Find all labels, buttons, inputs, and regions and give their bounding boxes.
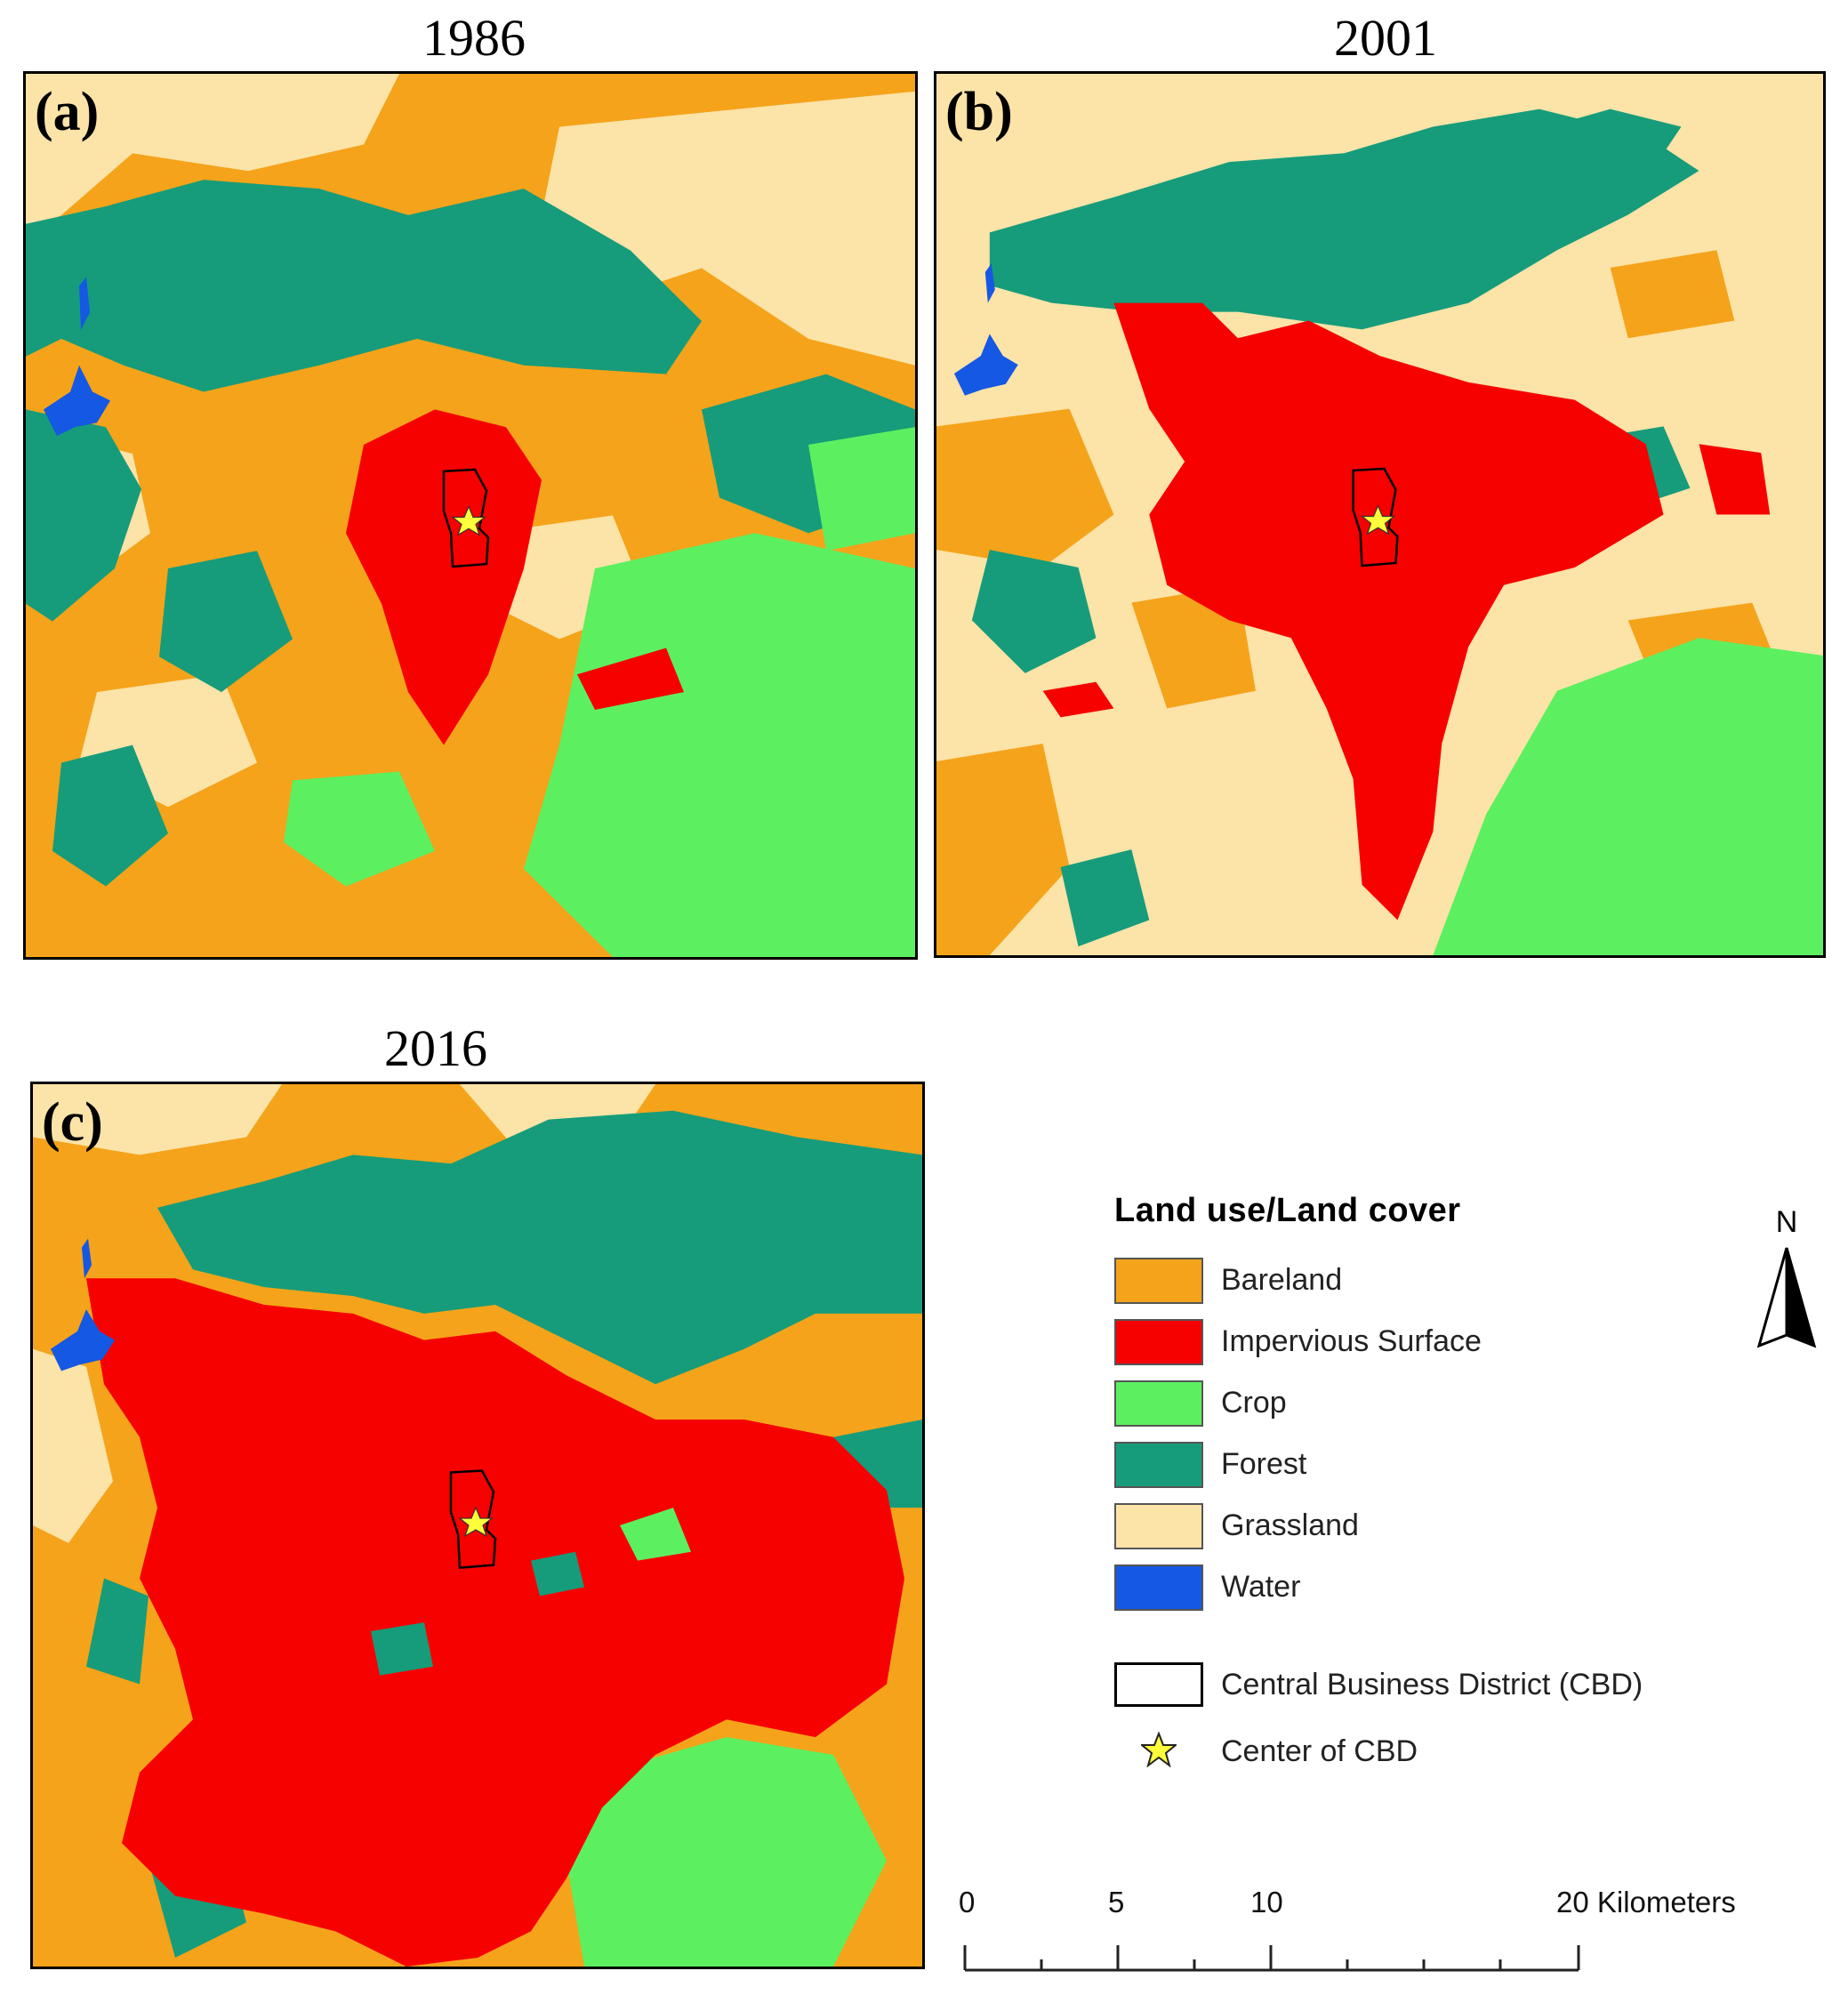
legend-label-bareland: Bareland <box>1221 1263 1343 1297</box>
panel-label-c: (c) <box>42 1092 103 1153</box>
legend-swatch-impervious-surface <box>1114 1318 1203 1365</box>
legend-swatch-crop <box>1114 1380 1203 1427</box>
north-arrow: N <box>1756 1205 1830 1356</box>
legend-swatch-grassland <box>1114 1502 1203 1549</box>
legend-item-forest: Forest <box>1114 1434 1737 1495</box>
legend-label-forest: Forest <box>1221 1447 1307 1481</box>
year-title-2001: 2001 <box>1334 9 1437 67</box>
land-cover-map-1986 <box>26 74 915 957</box>
scale-bar-line <box>963 1945 1580 1972</box>
legend-label-cbd: Central Business District (CBD) <box>1221 1667 1643 1701</box>
land-cover-map-2016 <box>33 1084 922 1967</box>
scale-bar: 0 5 10 20 Kilometers <box>943 1886 1796 1983</box>
legend-swatch-bareland <box>1114 1257 1203 1304</box>
legend-label-crop: Crop <box>1221 1386 1287 1420</box>
legend-swatch-cbd <box>1114 1662 1203 1707</box>
legend-label-water: Water <box>1221 1570 1301 1604</box>
scale-tick-label-20: 20 Kilometers <box>1556 1886 1736 1919</box>
legend-item-crop: Crop <box>1114 1372 1737 1434</box>
legend-label-center-of-cbd: Center of CBD <box>1221 1734 1418 1768</box>
star-icon <box>1139 1730 1178 1768</box>
north-arrow-icon <box>1756 1247 1817 1348</box>
legend-item-impervious-surface: Impervious Surface <box>1114 1311 1737 1372</box>
legend-item-cbd: Central Business District (CBD) <box>1114 1653 1737 1716</box>
land-cover-map-2001 <box>936 74 1823 955</box>
legend-swatch-water <box>1114 1564 1203 1611</box>
legend: Land use/Land cover Bareland Impervious … <box>1114 1192 1737 1782</box>
legend-item-water: Water <box>1114 1557 1737 1618</box>
legend-item-center-of-cbd: Center of CBD <box>1114 1720 1737 1782</box>
legend-label-impervious-surface: Impervious Surface <box>1221 1324 1482 1358</box>
scale-tick-label-10: 10 <box>1250 1886 1283 1919</box>
year-title-2016: 2016 <box>384 1019 487 1077</box>
map-panel-2016: (c) <box>30 1082 925 1969</box>
panel-label-a: (a) <box>35 82 100 142</box>
legend-swatch-forest <box>1114 1441 1203 1488</box>
scale-tick-label-5: 5 <box>1108 1886 1125 1919</box>
map-panel-1986: (a) <box>23 71 918 960</box>
panel-label-b: (b) <box>945 82 1013 142</box>
scale-tick-label-0: 0 <box>959 1886 976 1919</box>
year-title-1986: 1986 <box>422 9 526 67</box>
legend-item-bareland: Bareland <box>1114 1250 1737 1311</box>
legend-title: Land use/Land cover <box>1114 1192 1461 1229</box>
legend-item-grassland: Grassland <box>1114 1495 1737 1557</box>
map-panel-2001: (b) <box>934 71 1826 958</box>
north-label: N <box>1775 1205 1798 1239</box>
legend-label-grassland: Grassland <box>1221 1508 1359 1542</box>
